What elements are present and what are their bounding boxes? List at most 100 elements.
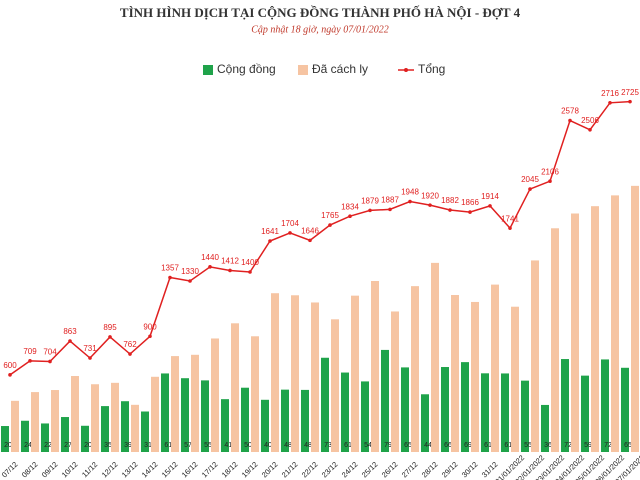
bar <box>51 390 59 452</box>
value-label: 611 <box>504 442 515 449</box>
line-point <box>128 352 132 356</box>
value-label: 202 <box>4 442 16 449</box>
value-label: 762 <box>123 340 137 349</box>
x-tick-label: 22/12 <box>300 460 320 480</box>
bar <box>21 420 29 452</box>
x-tick-label: 27/12 <box>400 460 420 480</box>
value-label: 485 <box>284 442 296 449</box>
line-point <box>348 214 352 218</box>
value-label: 1741 <box>501 214 519 223</box>
bar <box>111 382 119 452</box>
bar <box>451 295 459 452</box>
bar <box>161 373 169 452</box>
legend-marker <box>404 68 408 72</box>
value-label: 449 <box>424 442 436 449</box>
value-label: 900 <box>143 322 157 331</box>
value-label: 895 <box>103 323 117 332</box>
bar <box>371 281 379 452</box>
bar <box>31 392 39 452</box>
bar <box>631 185 639 452</box>
bar <box>41 423 49 452</box>
x-tick-label: 28/12 <box>420 460 440 480</box>
bar <box>361 381 369 452</box>
bar <box>481 373 489 452</box>
line-point <box>328 223 332 227</box>
value-label: 661 <box>444 442 456 449</box>
line-point <box>288 231 292 235</box>
legend-label: Tổng <box>418 62 445 76</box>
bar <box>381 349 389 452</box>
value-label: 1879 <box>361 197 379 206</box>
value-label: 2725 <box>621 88 639 97</box>
line-point <box>68 339 72 343</box>
value-label: 549 <box>364 442 376 449</box>
value-label: 733 <box>324 442 336 449</box>
x-tick-label: 12/12 <box>100 460 120 480</box>
line-point <box>308 238 312 243</box>
value-label: 794 <box>384 442 396 449</box>
value-label: 709 <box>23 347 37 356</box>
legend-label: Đã cách ly <box>312 62 368 76</box>
value-label: 600 <box>3 361 17 370</box>
value-label: 574 <box>184 442 196 449</box>
value-label: 1914 <box>481 192 499 201</box>
bar <box>251 336 259 452</box>
bar <box>131 404 139 452</box>
bar <box>431 262 439 452</box>
value-label: 366 <box>544 442 556 449</box>
line-point <box>268 239 272 243</box>
line-point <box>408 199 412 204</box>
bar <box>241 387 249 452</box>
value-label: 699 <box>464 442 476 449</box>
bar <box>281 389 289 452</box>
bar <box>461 362 469 452</box>
bar <box>231 323 239 452</box>
value-label: 272 <box>64 442 76 449</box>
value-label: 611 <box>164 442 175 449</box>
x-tick-label: 26/12 <box>380 460 400 480</box>
bar <box>81 425 89 452</box>
bar <box>11 400 19 452</box>
x-tick-label: 20/12 <box>260 460 280 480</box>
x-tick-label: 10/12 <box>60 460 80 480</box>
bar <box>541 404 549 452</box>
value-label: 1920 <box>421 191 439 200</box>
bar <box>91 384 99 452</box>
value-label: 1887 <box>381 195 399 204</box>
line-point <box>448 208 452 212</box>
bar <box>181 378 189 452</box>
x-tick-label: 14/12 <box>140 460 160 480</box>
bar <box>151 376 159 452</box>
bar <box>581 375 589 452</box>
legend-swatch <box>298 65 308 75</box>
bar <box>471 301 479 452</box>
line-point <box>28 359 32 363</box>
legend-label: Cộng đồng <box>217 62 276 76</box>
value-label: 1412 <box>221 257 239 266</box>
line-point <box>588 128 592 132</box>
line-point <box>468 210 472 214</box>
line-point <box>228 268 232 273</box>
value-label: 500 <box>244 442 256 449</box>
x-tick-label: 18/12 <box>220 460 240 480</box>
bar <box>291 295 299 452</box>
value-label: 618 <box>344 442 356 449</box>
value-label: 2106 <box>541 167 559 176</box>
line-point <box>168 275 172 280</box>
bar <box>221 399 229 452</box>
bar <box>191 354 199 452</box>
value-label: 483 <box>304 442 316 449</box>
legend-swatch <box>203 65 213 75</box>
value-label: 1765 <box>321 211 339 220</box>
value-label: 1882 <box>441 196 459 205</box>
value-label: 406 <box>264 442 276 449</box>
line-point <box>428 203 432 207</box>
bar <box>101 406 109 452</box>
line-point <box>88 356 92 360</box>
bar <box>61 417 69 452</box>
value-label: 243 <box>24 442 36 449</box>
x-tick-label: 08/12 <box>20 460 40 480</box>
value-label: 357 <box>104 442 116 449</box>
value-label: 1330 <box>181 267 199 276</box>
bar <box>211 338 219 452</box>
